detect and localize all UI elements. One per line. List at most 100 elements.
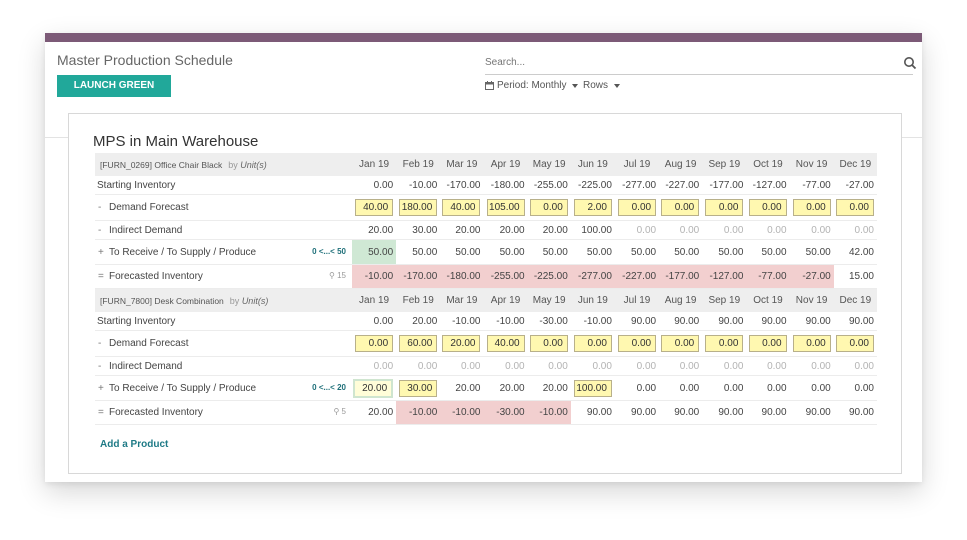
demand-forecast-input[interactable]: 105.00	[486, 199, 525, 216]
demand-forecast-cell: 2.00	[570, 194, 615, 221]
product-name-link[interactable]: [FURN_7800] Desk Combination	[100, 295, 224, 306]
month-header: Feb 19	[396, 288, 441, 312]
to-receive-cell[interactable]: 50.00	[702, 239, 747, 265]
add-product-link[interactable]: Add a Product	[100, 439, 169, 450]
to-receive-cell[interactable]: 50.00	[746, 239, 790, 265]
period-dropdown[interactable]: Period: Monthly	[485, 80, 579, 91]
demand-forecast-input[interactable]: 0.00	[661, 199, 700, 216]
demand-forecast-input[interactable]: 0.00	[748, 335, 787, 352]
app-window: Master Production Schedule LAUNCH GREEN …	[45, 33, 922, 482]
month-header: May 19	[527, 153, 571, 176]
month-header: Jun 19	[570, 153, 615, 176]
search-input[interactable]	[485, 52, 885, 73]
starting-inventory-cell: 20.00	[396, 312, 441, 331]
demand-forecast-input[interactable]: 0.00	[705, 335, 744, 352]
product-name-link[interactable]: [FURN_0269] Office Chair Black	[100, 159, 223, 170]
to-receive-cell[interactable]: 50.00	[614, 239, 660, 265]
demand-forecast-cell: 40.00	[351, 194, 397, 221]
starting-inventory-cell: -225.00	[570, 176, 615, 195]
to-receive-cell[interactable]: 0.00	[659, 375, 703, 401]
product-header: [FURN_7800] Desk Combination by Unit(s)	[95, 288, 352, 312]
forecasted-inventory-cell: -10.00	[351, 264, 397, 289]
to-receive-cell[interactable]: 20.00	[351, 375, 397, 401]
indirect-demand-cell: 0.00	[440, 356, 484, 376]
to-receive-cell[interactable]: 0.00	[614, 375, 660, 401]
demand-forecast-input[interactable]: 180.00	[399, 199, 438, 216]
indirect-demand-cell: 20.00	[527, 220, 571, 240]
demand-forecast-cell: 0.00	[833, 330, 877, 357]
to-receive-cell[interactable]: 50.00	[440, 239, 484, 265]
starting-inventory-cell: -180.00	[483, 176, 528, 195]
mps-sheet: MPS in Main Warehouse [FURN_0269] Office…	[68, 113, 902, 474]
demand-forecast-input[interactable]: 0.00	[618, 199, 657, 216]
demand-forecast-cell: 40.00	[483, 330, 528, 357]
to-receive-cell[interactable]: 50.00	[527, 239, 571, 265]
demand-forecast-cell: 0.00	[789, 194, 834, 221]
safety-stock-range[interactable]: 0 <...< 20	[312, 382, 346, 392]
to-receive-cell[interactable]: 20.00	[440, 375, 484, 401]
uom-name: Unit(s)	[241, 295, 269, 306]
row-label-text: Demand Forecast	[109, 338, 189, 349]
indirect-demand-cell: 0.00	[746, 356, 790, 376]
demand-forecast-input[interactable]: 0.00	[836, 199, 874, 216]
to-receive-row: + To Receive / To Supply / Produce 0 <...<…	[95, 375, 877, 401]
to-receive-cell[interactable]: 50.00	[659, 239, 703, 265]
to-receive-cell[interactable]: 30.00	[396, 375, 441, 401]
uom-label: by Unit(s)	[230, 296, 269, 306]
search-icon[interactable]	[903, 56, 917, 70]
safety-stock-range[interactable]: 0 <...< 50	[312, 246, 346, 256]
to-receive-cell[interactable]: 0.00	[789, 375, 834, 401]
to-receive-cell[interactable]: 0.00	[746, 375, 790, 401]
demand-forecast-input[interactable]: 0.00	[661, 335, 700, 352]
to-receive-cell[interactable]: 0.00	[702, 375, 747, 401]
launch-green-cells-button[interactable]: LAUNCH GREEN CELLS	[57, 75, 171, 113]
month-header: Jun 19	[570, 288, 615, 312]
to-receive-cell[interactable]: 50.00	[396, 239, 441, 265]
demand-forecast-input[interactable]: 2.00	[573, 199, 612, 216]
demand-forecast-input[interactable]: 0.00	[573, 335, 612, 352]
month-header: Jul 19	[614, 288, 660, 312]
starting-inventory-cell: -77.00	[789, 176, 834, 195]
demand-forecast-input[interactable]: 40.00	[442, 199, 481, 216]
row-prefix: =	[98, 271, 104, 282]
safety-stock-value: 5	[341, 407, 346, 416]
to-receive-input[interactable]: 20.00	[353, 378, 394, 398]
indirect-demand-cell: 30.00	[396, 220, 441, 240]
indirect-demand-cell: 0.00	[483, 356, 528, 376]
demand-forecast-input[interactable]: 60.00	[399, 335, 438, 352]
demand-forecast-cell: 60.00	[396, 330, 441, 357]
demand-forecast-input[interactable]: 20.00	[442, 335, 481, 352]
demand-forecast-input[interactable]: 0.00	[792, 335, 831, 352]
row-label-receive: + To Receive / To Supply / Produce 0 <...<…	[95, 239, 352, 265]
forecasted-inventory-cell: -27.00	[789, 264, 834, 289]
forecasted-inventory-cell: -30.00	[483, 400, 528, 425]
demand-forecast-input[interactable]: 0.00	[355, 335, 394, 352]
to-receive-input[interactable]: 100.00	[573, 379, 612, 397]
demand-forecast-cell: 180.00	[396, 194, 441, 221]
to-receive-cell[interactable]: 42.00	[833, 239, 877, 265]
to-receive-cell[interactable]: 50.00	[483, 239, 528, 265]
row-label-indirect: - Indirect Demand	[95, 220, 352, 240]
to-receive-cell[interactable]: 50.00	[789, 239, 834, 265]
to-receive-cell[interactable]: 0.00	[833, 375, 877, 401]
demand-forecast-input[interactable]: 0.00	[529, 335, 568, 352]
demand-forecast-input[interactable]: 0.00	[705, 199, 744, 216]
rows-dropdown[interactable]: Rows	[583, 80, 621, 91]
demand-forecast-input[interactable]: 0.00	[792, 199, 831, 216]
demand-forecast-input[interactable]: 0.00	[618, 335, 657, 352]
demand-forecast-input[interactable]: 0.00	[529, 199, 568, 216]
row-label-starting: Starting Inventory	[95, 312, 352, 331]
to-receive-cell[interactable]: 50.00	[351, 239, 397, 265]
demand-forecast-input[interactable]: 40.00	[355, 199, 394, 216]
starting-inventory-cell: 0.00	[351, 176, 397, 195]
to-receive-cell[interactable]: 50.00	[570, 239, 615, 265]
demand-forecast-input[interactable]: 40.00	[486, 335, 525, 352]
row-prefix: -	[98, 338, 102, 349]
to-receive-input[interactable]: 30.00	[399, 379, 438, 397]
to-receive-cell[interactable]: 20.00	[483, 375, 528, 401]
demand-forecast-input[interactable]: 0.00	[748, 199, 787, 216]
to-receive-cell[interactable]: 20.00	[527, 375, 571, 401]
demand-forecast-input[interactable]: 0.00	[836, 335, 874, 352]
demand-forecast-cell: 0.00	[351, 330, 397, 357]
to-receive-cell[interactable]: 100.00	[570, 375, 615, 401]
